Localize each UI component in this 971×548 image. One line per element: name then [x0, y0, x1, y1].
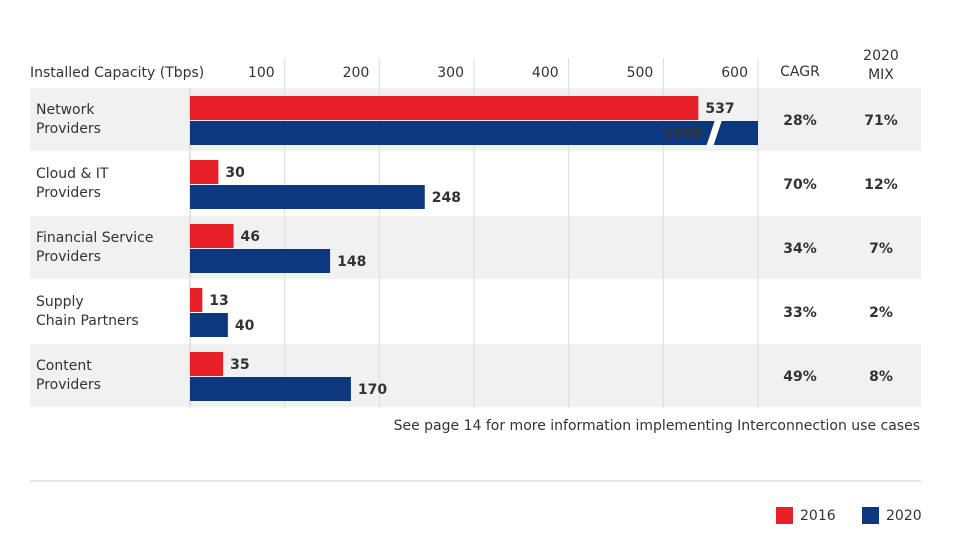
column-value: 7% — [869, 241, 893, 257]
column-value: 71% — [864, 113, 898, 129]
column-value: 33% — [783, 305, 817, 321]
note: See page 14 for more information impleme… — [394, 418, 920, 434]
bar — [190, 249, 331, 273]
bar — [190, 185, 425, 209]
category-label: Cloud & IT Providers — [36, 166, 109, 201]
column-value: 12% — [864, 177, 898, 193]
x-tick-label: 600 — [721, 65, 748, 81]
row-band — [30, 344, 921, 407]
value-label: 537 — [705, 101, 734, 117]
category-label: Network Providers — [36, 102, 101, 137]
axis-label: Installed Capacity (Tbps) — [30, 65, 204, 81]
bar — [190, 160, 219, 184]
category-label: Financial Service Providers — [36, 230, 154, 265]
bar — [190, 121, 758, 145]
value-label: 170 — [358, 382, 387, 398]
value-label: 148 — [337, 254, 366, 270]
column-value: 2% — [869, 305, 893, 321]
row-band — [30, 216, 921, 279]
value-label: 40 — [235, 318, 255, 334]
bar — [190, 224, 234, 248]
legend-swatch — [776, 507, 793, 524]
x-tick-label: 500 — [627, 65, 654, 81]
value-label: 35 — [230, 357, 249, 373]
bar — [190, 96, 699, 120]
axis-break — [706, 120, 722, 147]
category-label: Supply Chain Partners — [36, 294, 139, 329]
column-header: 2020 MIX — [863, 48, 899, 83]
legend-swatch — [862, 507, 879, 524]
value-label: 30 — [225, 165, 245, 181]
legend-label: 2020 — [886, 508, 922, 524]
column-value: 8% — [869, 369, 893, 385]
x-tick-label: 100 — [248, 65, 275, 81]
bar — [190, 288, 203, 312]
x-tick-label: 300 — [437, 65, 464, 81]
value-label: 13 — [209, 293, 228, 309]
x-tick-label: 400 — [532, 65, 559, 81]
value-label: 1459 — [663, 126, 702, 142]
category-label: Content Providers — [36, 358, 101, 393]
column-header: CAGR — [780, 64, 820, 80]
value-label: 46 — [241, 229, 260, 245]
bar — [190, 377, 351, 401]
bar — [190, 313, 228, 337]
column-value: 70% — [783, 177, 817, 193]
x-tick-label: 200 — [343, 65, 370, 81]
column-value: 34% — [783, 241, 817, 257]
value-label: 248 — [432, 190, 461, 206]
legend-label: 2016 — [800, 508, 836, 524]
column-value: 49% — [783, 369, 817, 385]
bar — [190, 352, 224, 376]
column-value: 28% — [783, 113, 817, 129]
